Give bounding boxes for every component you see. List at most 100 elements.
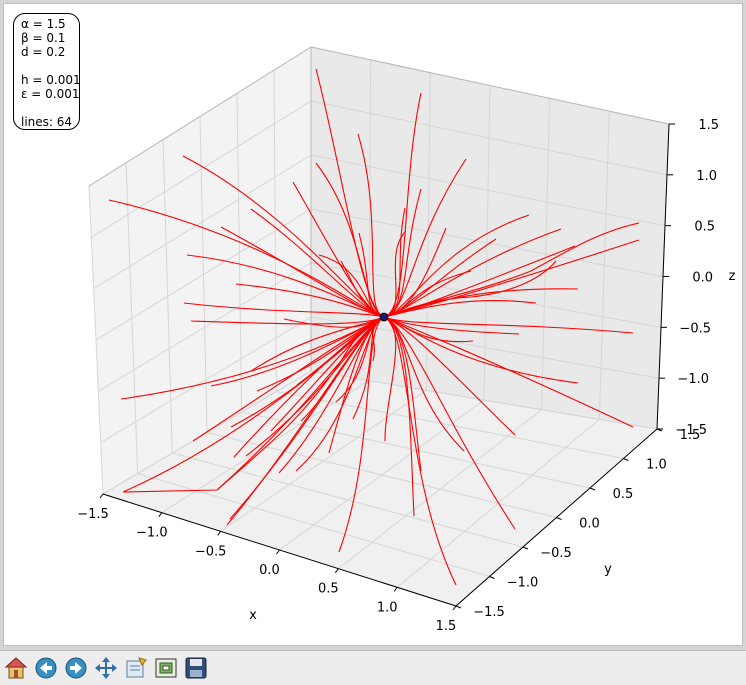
trajectory-line: [383, 300, 537, 318]
trajectory-line: [383, 214, 530, 318]
z-tick-label: −1.5: [675, 423, 707, 438]
back-right-pane: [311, 47, 669, 429]
x-tick: [158, 512, 163, 517]
y-tick: [522, 546, 529, 550]
trajectory-line: [383, 316, 520, 335]
equilibrium-marker: [379, 312, 389, 322]
trajectory-line: [183, 302, 385, 318]
x-tick-label: 1.5: [436, 619, 457, 634]
alpha-param: α = 1.5: [21, 17, 66, 31]
y-tick: [623, 458, 629, 461]
z-tick-label: 0.0: [692, 271, 713, 286]
trajectory-line: [295, 316, 385, 472]
y-tick-label: −1.0: [507, 576, 539, 591]
forward-button[interactable]: [63, 655, 89, 681]
y-tick-label: 1.5: [680, 428, 701, 443]
pan-icon: [95, 657, 117, 679]
trajectory-line: [383, 92, 422, 318]
x-tick-label: 1.0: [377, 600, 398, 615]
forward-icon: [65, 657, 87, 679]
y-tick-label: 0.5: [613, 487, 634, 502]
navigation-toolbar: [0, 650, 746, 685]
y-tick: [556, 517, 562, 520]
floor-pane: [103, 371, 657, 606]
y-tick: [489, 576, 495, 579]
z-axis-label: z: [729, 269, 736, 284]
trajectory-line: [108, 199, 385, 318]
beta-param: β = 0.1: [21, 31, 66, 45]
d-param: d = 0.2: [21, 45, 66, 59]
axes-panes: [89, 47, 669, 606]
trajectory-line: [383, 316, 516, 436]
home-button[interactable]: [3, 655, 29, 681]
back-left-pane: [89, 47, 311, 494]
x-tick: [99, 493, 104, 499]
y-tick-label: −1.5: [473, 605, 505, 620]
x-tick: [217, 531, 222, 536]
x-tick: [452, 605, 457, 611]
save-icon: [185, 657, 207, 679]
parameter-legend: α = 1.5 β = 0.1 d = 0.2 h = 0.001 ε = 0.…: [13, 13, 81, 130]
y-tick-label: −0.5: [540, 546, 572, 561]
trajectory-line: [186, 254, 385, 318]
trajectory-line: [190, 316, 385, 325]
plot-canvas[interactable]: −1.5 −1.0 −0.5 0.0 0.5 1.0 1.5 −1.5 −1.0 −0.5 0.0 0…: [3, 3, 743, 646]
configure-subplots-icon: [126, 657, 147, 678]
trajectory-line: [300, 316, 385, 422]
z-tick-label: −1.0: [677, 372, 709, 387]
grid-line: [91, 100, 312, 238]
y-tick: [455, 605, 462, 609]
zoom-to-rect-icon: [155, 658, 177, 678]
z-tick-label: 1.0: [696, 169, 717, 184]
x-tick: [276, 549, 280, 555]
z-tick-label: 0.5: [694, 220, 715, 235]
x-tick-label: 0.0: [259, 563, 280, 578]
x-tick-label: 0.5: [318, 582, 339, 597]
z-tick-label: −0.5: [679, 321, 711, 336]
back-icon: [35, 657, 57, 679]
pane-edges: [88, 46, 670, 371]
h-param: h = 0.001: [21, 73, 81, 87]
eps-param: ε = 0.001: [21, 87, 80, 101]
x-tick: [393, 587, 398, 592]
lines-count: lines: 64: [21, 115, 73, 129]
y-axis-label: y: [604, 562, 612, 577]
back-button[interactable]: [33, 655, 59, 681]
y-tick-label: 0.0: [579, 517, 600, 532]
trajectory-line: [383, 260, 557, 318]
trajectory-line: [383, 316, 422, 472]
trajectory-line: [235, 283, 385, 318]
x-tick-label: −1.0: [136, 526, 168, 541]
pan-button[interactable]: [93, 655, 119, 681]
plot-3d-svg: −1.5−1.0−0.50.00.51.01.5−1.5−1.0−0.50.00…: [77, 46, 736, 634]
trajectory-line: [383, 230, 407, 318]
x-tick-label: −1.5: [77, 507, 109, 522]
tick-labels: −1.5−1.0−0.50.00.51.01.5−1.5−1.0−0.50.00…: [77, 118, 719, 634]
trajectory-line: [315, 162, 385, 318]
grid-line: [276, 391, 624, 459]
trajectory-line: [383, 316, 457, 586]
x-tick: [334, 568, 339, 573]
trajectory-line: [383, 316, 415, 517]
zoom-to-rect-button[interactable]: [153, 655, 179, 681]
trajectory-line: [315, 68, 385, 318]
trajectory-line: [338, 316, 385, 553]
trajectory-lines: [108, 68, 640, 586]
save-button[interactable]: [183, 655, 209, 681]
trajectory-line: [383, 316, 516, 530]
x-axis-label: x: [249, 608, 257, 623]
trajectory-line: [383, 316, 474, 343]
x-tick-label: −0.5: [195, 544, 227, 559]
trajectory-line: [340, 260, 385, 318]
z-tick-label: 1.5: [698, 118, 719, 133]
configure-subplots-button[interactable]: [123, 655, 149, 681]
figure-window: −1.5 −1.0 −0.5 0.0 0.5 1.0 1.5 −1.5 −1.0 −0.5 0.0 0…: [0, 0, 746, 650]
home-icon: [4, 657, 28, 679]
trajectory-line: [318, 254, 385, 318]
trajectory-line: [383, 316, 634, 428]
y-tick: [589, 487, 596, 491]
axis-ticks: [99, 123, 675, 611]
grid-line: [310, 100, 668, 176]
trajectory-line: [383, 316, 634, 334]
trajectory-line: [357, 133, 385, 318]
